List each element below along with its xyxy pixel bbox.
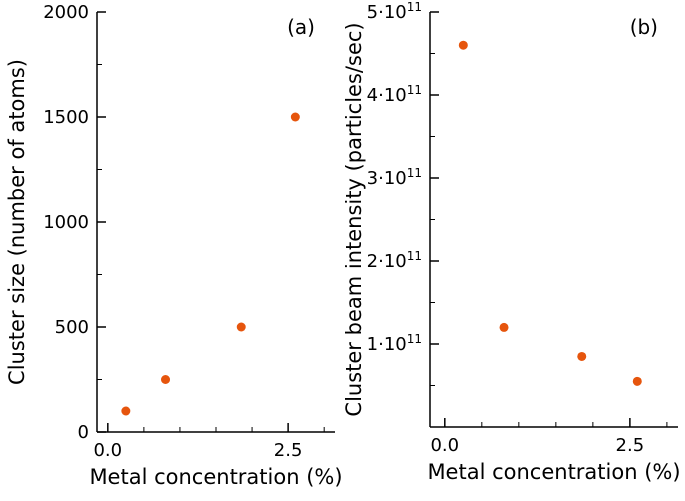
panel-annotation: (a) [287, 15, 315, 39]
y-axis-label: Cluster beam intensity (particles/sec) [345, 22, 366, 416]
y-tick-label: 500 [55, 317, 89, 338]
data-point [121, 406, 131, 416]
chart-panel-b: 0.0 2.5 1·1011 2·1011 3·1011 4·1011 5·1011 Meta… [345, 0, 685, 501]
y-tick-label: 1500 [43, 107, 89, 128]
x-tick-label: 0.0 [93, 440, 122, 461]
y-tick-label: 5·1011 [367, 0, 422, 23]
y-tick-label: 0 [78, 422, 89, 443]
data-point [236, 322, 246, 332]
data-point [161, 375, 171, 384]
y-tick-label: 4·1011 [367, 83, 422, 106]
x-axis-label: Metal concentration (%) [427, 460, 680, 484]
data-point [577, 351, 587, 361]
data-point [290, 112, 300, 122]
x-axis-label: Metal concentration (%) [89, 465, 342, 489]
chart-panel-a: 0.0 2.5 0 500 1000 1500 2000 Metal concentratio… [5, 2, 343, 489]
data-point [458, 40, 468, 50]
y-tick-label: 2000 [43, 2, 89, 23]
data-point [632, 376, 642, 386]
panel-annotation: (b) [630, 15, 658, 39]
y-axis-label: Cluster size (number of atoms) [5, 59, 29, 385]
x-tick-label: 0.0 [430, 435, 459, 456]
y-tick-label: 1000 [43, 212, 89, 233]
y-tick-label: 3·1011 [367, 166, 422, 189]
y-tick-label: 2·1011 [367, 249, 422, 272]
x-tick-label: 2.5 [616, 435, 645, 456]
x-tick-label: 2.5 [274, 440, 303, 461]
data-point [499, 322, 509, 332]
y-tick-label: 1·1011 [367, 332, 422, 355]
